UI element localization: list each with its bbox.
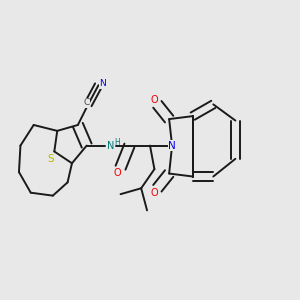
Text: O: O (114, 168, 122, 178)
Text: N: N (168, 141, 176, 151)
Text: C: C (84, 98, 90, 107)
Text: O: O (151, 95, 158, 105)
Text: S: S (47, 154, 54, 164)
Text: O: O (151, 188, 158, 198)
Text: H: H (114, 137, 120, 146)
Text: N: N (106, 141, 114, 151)
Text: N: N (100, 79, 106, 88)
